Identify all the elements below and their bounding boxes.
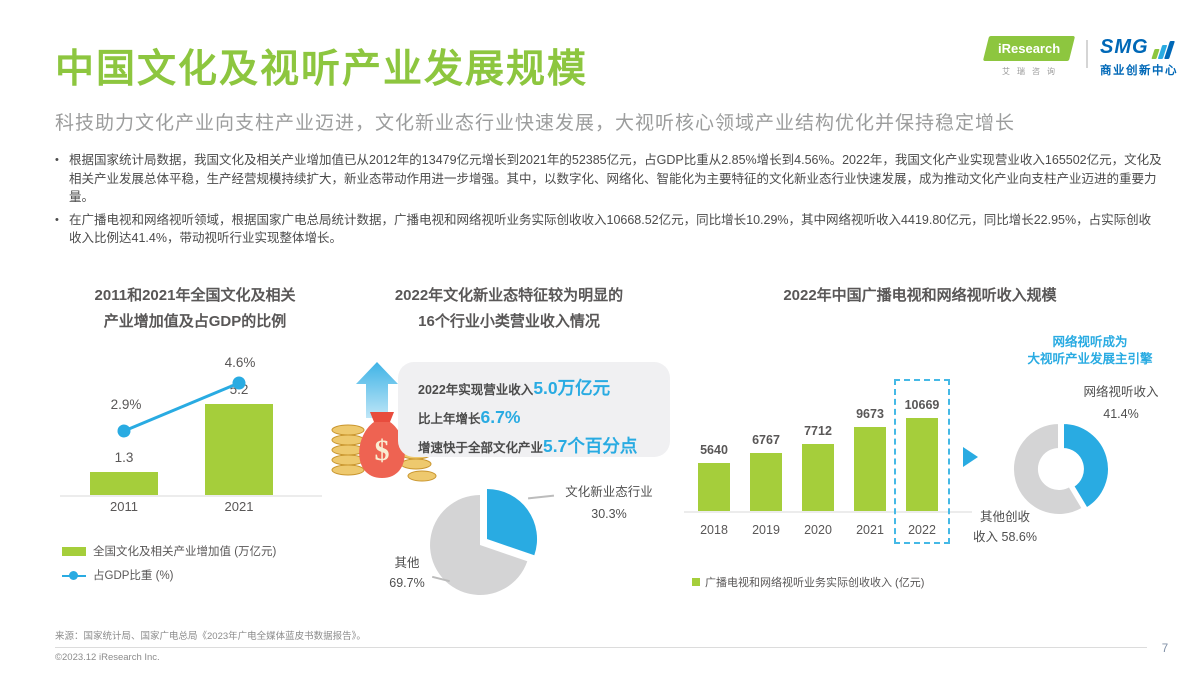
- x-tick-2019: 2019: [752, 523, 780, 537]
- x-axis: [60, 495, 322, 497]
- callout-line: 增速快于全部文化产业5.7个百分点: [418, 436, 638, 456]
- bar-2019: [750, 453, 782, 511]
- bar-column-2020: 7712 2020: [792, 392, 844, 537]
- bar-value-label: 1.3: [114, 450, 134, 465]
- donut-slice-other: [1011, 421, 1085, 516]
- legend-item-bar: 全国文化及相关产业增加值 (万亿元): [62, 543, 276, 559]
- broadcast-revenue-bar-chart: 5640 2018 6767 2019 7712 2020 9673 2021 …: [684, 392, 972, 537]
- bullet-item: 根据国家统计局数据，我国文化及相关产业增加值已从2012年的13479亿元增长到…: [55, 151, 1163, 207]
- bar-2022: [906, 418, 938, 511]
- legend-item-line: 占GDP比重 (%): [62, 567, 276, 583]
- donut-label-other: 其他创收 收入 58.6%: [973, 510, 1037, 544]
- x-tick-2020: 2020: [804, 523, 832, 537]
- bar-value-label: 7712: [804, 424, 832, 438]
- iresearch-logo-plate: iResearch: [982, 36, 1076, 61]
- iresearch-logo: iResearch 艾瑞咨询: [982, 36, 1078, 77]
- smg-logo-text: SMG: [1100, 36, 1149, 58]
- right-chart-title: 2022年中国广播电视和网络视听收入规模: [783, 287, 1057, 304]
- bar-column-2018: 5640 2018: [688, 392, 740, 537]
- x-axis: [684, 511, 972, 513]
- page-subtitle: 科技助力文化产业向支柱产业迈进，文化新业态行业快速发展，大视听核心领域产业结构优…: [55, 113, 1016, 134]
- left-bar-line-chart: 1.3 5.2 2.9% 4.6% 2011 2021: [60, 353, 322, 515]
- callout-value: 5.0万亿元: [533, 378, 611, 398]
- middle-chart-title: 2022年文化新业态特征较为明显的 16个行业小类营业收入情况: [394, 287, 624, 330]
- bar-column-2021: 9673 2021: [844, 392, 896, 537]
- donut-slice-online-av: [1062, 421, 1110, 510]
- pie-label-other: 其他 69.7%: [389, 556, 425, 590]
- bar-value-label: 10669: [904, 398, 940, 412]
- iresearch-logo-text: iResearch: [997, 41, 1061, 56]
- callout-value: 5.7个百分点: [543, 436, 638, 456]
- pie-slice-other: [430, 495, 528, 595]
- x-tick-2021: 2021: [856, 523, 884, 537]
- logo-divider: [1086, 40, 1088, 68]
- bar-column-2019: 6767 2019: [740, 392, 792, 537]
- revenue-share-donut-chart: [1011, 421, 1110, 516]
- bar-2011: [90, 472, 158, 495]
- pie-slice-new-business: [487, 489, 538, 556]
- highlight-2022-dashed-box: [894, 379, 950, 544]
- gdp-share-line: [117, 376, 246, 438]
- arrow-right-icon: [963, 447, 978, 467]
- bar-value-label: 9673: [856, 407, 884, 421]
- bar-value-label: 6767: [752, 433, 780, 447]
- legend-label: 全国文化及相关产业增加值 (万亿元): [93, 546, 277, 558]
- legend-label: 广播电视和网络视听业务实际创收收入 (亿元): [705, 577, 925, 589]
- bullet-item: 在广播电视和网络视听领域，根据国家广电总局统计数据，广播电视和网络视听业务实际创…: [55, 211, 1163, 248]
- footer-divider: [55, 647, 1147, 648]
- coin-stack-left: [331, 424, 365, 476]
- x-tick-2018: 2018: [700, 523, 728, 537]
- pie-label-new-business: 文化新业态行业 30.3%: [565, 485, 653, 521]
- smg-logo-subtext: 商业创新中心: [1100, 65, 1178, 77]
- svg-text:$: $: [375, 434, 390, 467]
- smg-logo-mark-icon: [1150, 41, 1175, 59]
- iresearch-logo-subtext: 艾瑞咨询: [1002, 67, 1062, 76]
- callout-value: 6.7%: [480, 407, 521, 427]
- line-point-label: 4.6%: [224, 355, 256, 370]
- x-tick-2021: 2021: [224, 499, 254, 514]
- x-tick-2022: 2022: [908, 523, 936, 537]
- bar-swatch-icon: [62, 546, 86, 556]
- bar-swatch-icon: [692, 578, 700, 586]
- summary-bullets: 根据国家统计局数据，我国文化及相关产业增加值已从2012年的13479亿元增长到…: [55, 151, 1163, 252]
- bar-2021: [854, 427, 886, 511]
- bar-column-2022: 10669 2022: [896, 392, 948, 537]
- legend-label: 占GDP比重 (%): [93, 570, 174, 582]
- x-tick-2011: 2011: [110, 499, 138, 514]
- source-note: 来源：国家统计局、国家广电总局《2023年广电全媒体蓝皮书数据报告》。: [55, 631, 366, 642]
- copyright: ©2023.12 iResearch Inc.: [55, 652, 160, 663]
- line-swatch-icon: [62, 570, 86, 580]
- bar-2020: [802, 444, 834, 511]
- page-number: 7: [1161, 643, 1169, 655]
- donut-label-online-av: 网络视听收入 41.4%: [1083, 385, 1159, 421]
- callout-line: 2022年实现营业收入5.0万亿元: [418, 378, 611, 398]
- donut-annotation: 网络视听成为 大视听产业发展主引擎: [1027, 335, 1153, 366]
- left-chart-title: 2011和2021年全国文化及相关 产业增加值及占GDP的比例: [94, 287, 296, 330]
- callout-box: 2022年实现营业收入5.0万亿元 比上年增长6.7% 增速快于全部文化产业5.…: [398, 362, 670, 457]
- bar-value-label: 5640: [700, 443, 728, 457]
- new-business-pie-chart: [430, 489, 538, 595]
- callout-line: 比上年增长6.7%: [418, 407, 521, 427]
- page-title: 中国文化及视听产业发展规模: [55, 48, 589, 91]
- right-chart-legend: 广播电视和网络视听业务实际创收收入 (亿元): [692, 574, 924, 590]
- smg-logo: SMG 商业创新中心: [1100, 36, 1195, 78]
- left-chart-legend: 全国文化及相关产业增加值 (万亿元) 占GDP比重 (%): [62, 543, 276, 591]
- line-point-label: 2.9%: [110, 397, 142, 412]
- money-bag-icon: $: [331, 362, 437, 482]
- bar-2018: [698, 463, 730, 511]
- bar-2021: [205, 404, 273, 495]
